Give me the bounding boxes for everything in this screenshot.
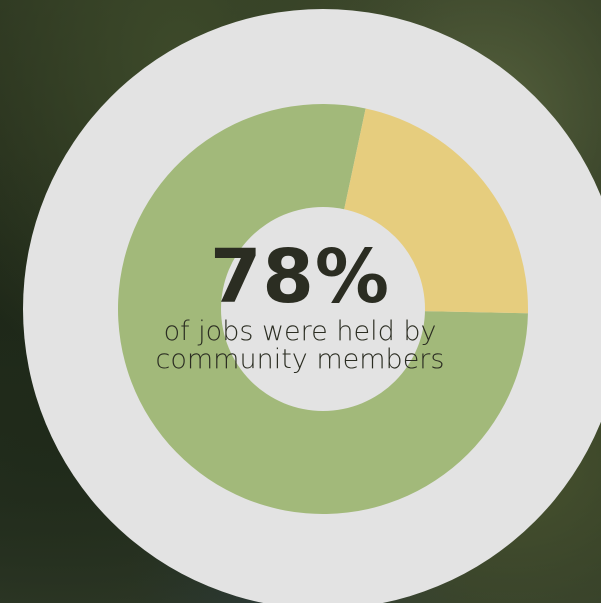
center-label: 78% of jobs were held by community membe… [150,238,450,374]
inner-hole [221,207,425,411]
caption-text: of jobs were held by community members [155,316,445,375]
percent-value: 78% [209,234,391,320]
